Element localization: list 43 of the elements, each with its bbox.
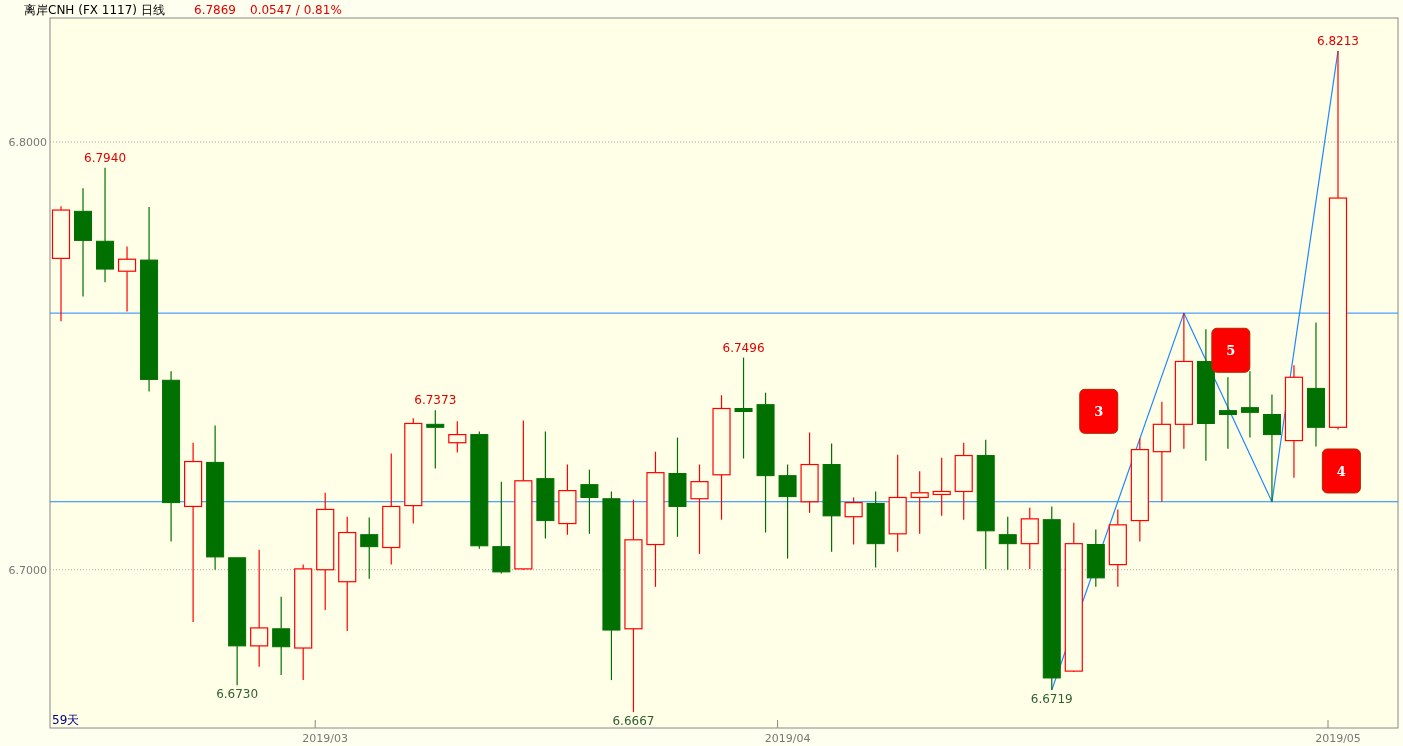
candlestick [1196,328,1215,462]
candlestick [272,596,291,676]
candlestick [624,499,643,713]
candlestick [96,167,115,283]
candlestick [206,425,225,571]
annotation: 6.6719 [1030,691,1073,706]
annotation: 6.7496 [722,340,765,355]
candlestick [250,549,269,668]
candlestick [1284,364,1304,479]
annotation: 6.6667 [612,714,655,729]
annotation: 6.7373 [414,393,457,408]
candlestick [1306,321,1325,448]
candlestick [646,451,665,588]
y-tick-label: 6.8000 [8,136,47,150]
annotation: 4 [1336,463,1346,479]
y-tick-label: 6.7000 [8,563,47,577]
x-tick-label: 2019/03 [302,732,349,745]
candlestick [1152,401,1171,503]
text: 0.0547 / 0.81% [250,3,342,17]
x-tick-label: 2019/04 [764,732,811,745]
candlestick [1240,370,1259,439]
candlestick [162,370,181,543]
candlestick [932,457,951,517]
candlestick [668,436,687,538]
candlestick [184,442,203,623]
chart-subtitle: 6.7869 [194,3,236,17]
candlestick [140,206,159,392]
candlestick [74,187,93,298]
annotation: 3 [1094,404,1104,420]
candlestick [1218,376,1237,450]
candlestick [734,357,753,460]
candlestick [1174,312,1193,450]
candlestick [1262,393,1281,503]
candlestick [117,245,137,313]
annotation: 6.7940 [84,150,127,165]
candlestick [822,442,841,553]
annotation: 59天 [52,713,80,727]
annotation: 5 [1226,343,1236,359]
x-tick-label: 2019/05 [1315,732,1361,745]
annotation: 6.6730 [216,687,259,702]
annotation: 6.8213 [1317,33,1359,48]
chart-title: 离岸CNH (FX 1117) 日线 [24,3,165,17]
candlestick [910,470,929,535]
